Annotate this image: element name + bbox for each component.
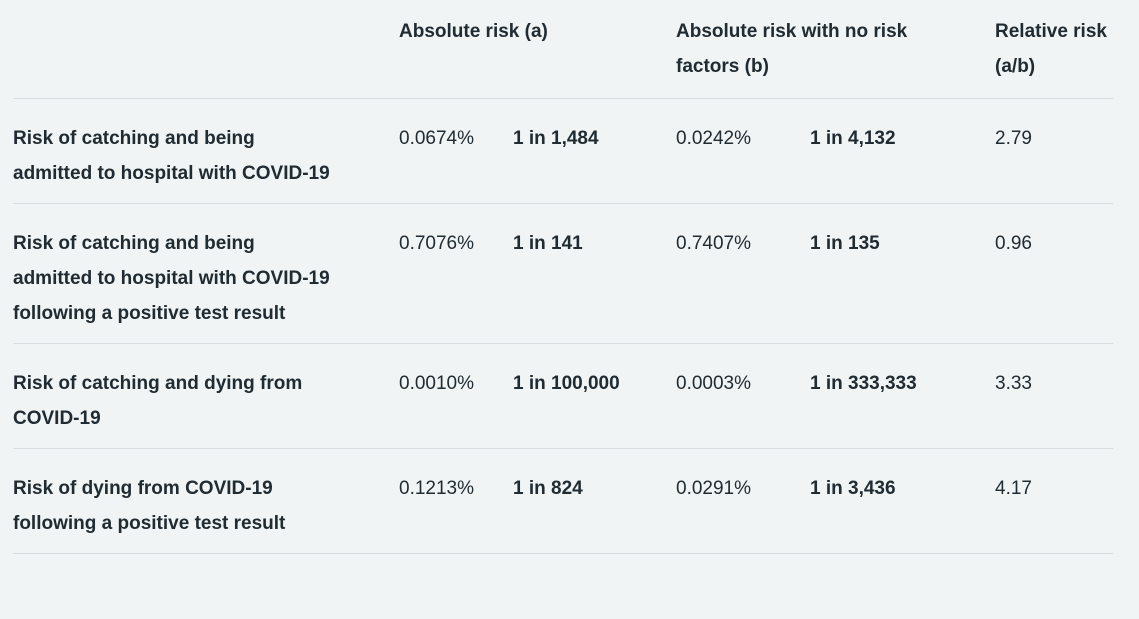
- absolute-risk-percent: 0.0010%: [399, 343, 513, 449]
- relative-risk-value: 0.96: [995, 203, 1114, 344]
- absolute-risk-ratio: 1 in 141: [513, 203, 676, 344]
- table-header: Absolute risk (a) Absolute risk with no …: [13, 0, 1114, 99]
- header-absolute-risk-no-factors: Absolute risk with no risk factors (b): [676, 0, 996, 99]
- absolute-risk-ratio: 1 in 100,000: [513, 343, 676, 449]
- row-label: Risk of catching and being admitted to h…: [13, 203, 399, 344]
- header-row: Absolute risk (a) Absolute risk with no …: [13, 0, 1114, 99]
- table-row: Risk of dying from COVID-19 following a …: [13, 448, 1114, 554]
- covid-risk-table: Absolute risk (a) Absolute risk with no …: [13, 0, 1114, 554]
- row-label: Risk of catching and being admitted to h…: [13, 98, 399, 204]
- relative-risk-value: 2.79: [995, 98, 1114, 204]
- no-factors-ratio: 1 in 333,333: [810, 343, 996, 449]
- no-factors-percent: 0.0291%: [676, 448, 810, 554]
- table-row: Risk of catching and being admitted to h…: [13, 98, 1114, 204]
- absolute-risk-percent: 0.7076%: [399, 203, 513, 344]
- header-absolute-risk: Absolute risk (a): [399, 0, 676, 99]
- no-factors-percent: 0.7407%: [676, 203, 810, 344]
- header-row-label: [13, 0, 399, 99]
- no-factors-percent: 0.0003%: [676, 343, 810, 449]
- row-label: Risk of catching and dying from COVID-19: [13, 343, 399, 449]
- table-body: Risk of catching and being admitted to h…: [13, 98, 1114, 554]
- absolute-risk-percent: 0.0674%: [399, 98, 513, 204]
- table-row: Risk of catching and dying from COVID-19…: [13, 343, 1114, 449]
- header-relative-risk: Relative risk (a/b): [995, 0, 1114, 99]
- no-factors-ratio: 1 in 135: [810, 203, 996, 344]
- relative-risk-value: 4.17: [995, 448, 1114, 554]
- absolute-risk-ratio: 1 in 1,484: [513, 98, 676, 204]
- no-factors-ratio: 1 in 4,132: [810, 98, 996, 204]
- no-factors-ratio: 1 in 3,436: [810, 448, 996, 554]
- absolute-risk-percent: 0.1213%: [399, 448, 513, 554]
- absolute-risk-ratio: 1 in 824: [513, 448, 676, 554]
- no-factors-percent: 0.0242%: [676, 98, 810, 204]
- table-row: Risk of catching and being admitted to h…: [13, 203, 1114, 344]
- row-label: Risk of dying from COVID-19 following a …: [13, 448, 399, 554]
- relative-risk-value: 3.33: [995, 343, 1114, 449]
